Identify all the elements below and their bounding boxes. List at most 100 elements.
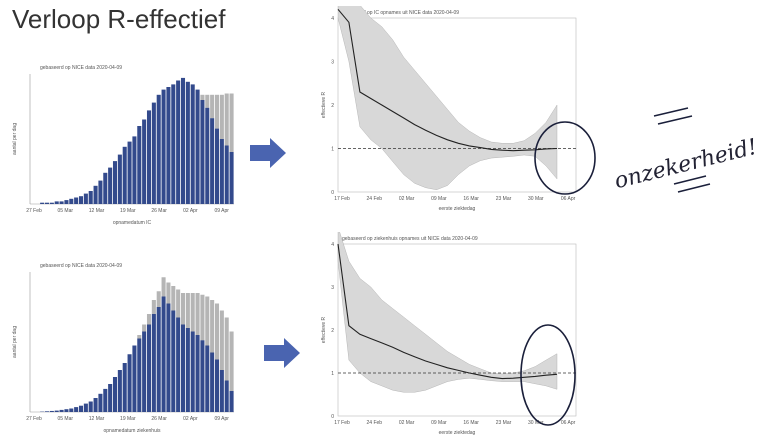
- bar-uncertain: [200, 94, 205, 100]
- bar: [93, 398, 98, 412]
- bar: [103, 172, 108, 204]
- chart-title: gebaseerd op IC opnames uit NICE data 20…: [342, 10, 459, 16]
- bar: [83, 403, 88, 412]
- bar: [224, 145, 229, 204]
- bar: [205, 107, 210, 204]
- bar-uncertain: [229, 93, 234, 152]
- bar: [151, 314, 156, 412]
- plot-frame: [337, 243, 577, 417]
- bar: [127, 141, 132, 204]
- bar: [200, 340, 205, 412]
- x-tick-label: 30 Mar: [528, 196, 544, 202]
- x-tick-label: 06 Apr: [561, 196, 576, 202]
- bar: [214, 359, 220, 412]
- x-tick-label: 17 Feb: [334, 420, 350, 426]
- bar: [224, 380, 229, 412]
- bar-uncertain: [190, 293, 195, 332]
- uncertainty-circle-icon: [520, 324, 576, 426]
- y-axis-label: effectieve R: [321, 91, 327, 118]
- x-tick-label: 06 Apr: [561, 420, 576, 426]
- bar-uncertain: [151, 300, 156, 314]
- y-tick-label: 4: [331, 242, 334, 248]
- bar: [219, 139, 224, 204]
- y-tick-label: 3: [331, 60, 334, 66]
- bar-uncertain: [214, 303, 220, 360]
- x-tick-label: 19 Mar: [120, 208, 136, 214]
- bar-uncertain: [176, 289, 181, 318]
- bar-uncertain: [224, 93, 229, 146]
- bar: [195, 89, 200, 204]
- x-tick-label: 17 Feb: [334, 196, 350, 202]
- bar-uncertain: [210, 300, 215, 353]
- bar: [74, 197, 79, 204]
- bar-uncertain: [205, 296, 210, 346]
- bar: [219, 370, 224, 412]
- bar: [49, 202, 54, 204]
- x-tick-label: 12 Mar: [89, 208, 105, 214]
- bar: [69, 408, 74, 412]
- bar-uncertain: [146, 314, 152, 325]
- bar: [171, 310, 176, 412]
- bar: [205, 345, 210, 412]
- bar-uncertain: [156, 291, 161, 307]
- chart-title: gebaseerd op ziekenhuis opnames uit NICE…: [342, 236, 478, 242]
- ic-reff-line-chart: gebaseerd op IC opnames uit NICE data 20…: [318, 6, 580, 216]
- x-axis-label: eerste ziektedag: [439, 430, 476, 436]
- bar-uncertain: [195, 293, 200, 335]
- bar: [44, 411, 50, 412]
- bar-uncertain: [171, 286, 176, 311]
- bar: [190, 84, 195, 204]
- y-axis-label: aantal per dag: [12, 123, 18, 155]
- chart-title: gebaseerd op NICE data 2020-04-09: [40, 65, 122, 71]
- bar: [59, 201, 64, 204]
- y-tick-label: 3: [331, 285, 334, 291]
- bar: [112, 377, 118, 412]
- bar: [122, 146, 127, 204]
- bar: [83, 193, 88, 204]
- bar: [98, 180, 103, 204]
- bar: [64, 200, 69, 204]
- bar: [229, 391, 234, 412]
- bar: [166, 303, 171, 412]
- bar: [132, 345, 137, 412]
- bar: [40, 202, 45, 204]
- bar: [137, 126, 142, 204]
- x-tick-label: 09 Apr: [214, 416, 229, 422]
- x-tick-label: 19 Mar: [120, 416, 136, 422]
- bar: [161, 296, 166, 412]
- bar: [210, 352, 215, 412]
- bar: [180, 324, 186, 412]
- bar: [93, 185, 98, 204]
- x-tick-label: 24 Feb: [367, 196, 383, 202]
- bar: [108, 384, 113, 412]
- x-tick-label: 26 Mar: [151, 416, 167, 422]
- bar: [117, 154, 122, 204]
- x-tick-label: 09 Mar: [431, 196, 447, 202]
- bar-uncertain: [219, 94, 224, 139]
- x-tick-label: 05 Mar: [57, 208, 73, 214]
- bar-uncertain: [137, 335, 142, 339]
- bar-uncertain: [219, 310, 224, 370]
- bar: [156, 94, 161, 204]
- x-tick-label: 05 Mar: [57, 416, 73, 422]
- bar: [64, 409, 69, 412]
- x-tick-label: 24 Feb: [367, 420, 383, 426]
- bar: [171, 84, 176, 204]
- y-tick-label: 4: [331, 16, 334, 22]
- x-tick-label: 30 Mar: [528, 420, 544, 426]
- bar: [190, 331, 195, 412]
- y-axis-label: aantal per dag: [12, 326, 18, 358]
- y-tick-label: 2: [331, 328, 334, 334]
- bar: [161, 89, 166, 204]
- bar: [176, 317, 181, 412]
- bar: [185, 81, 190, 204]
- x-tick-label: 26 Mar: [151, 208, 167, 214]
- bar: [195, 335, 200, 412]
- arrow-right-icon: [250, 138, 286, 168]
- bar: [142, 119, 147, 204]
- bar: [88, 191, 93, 204]
- r-eff-line: [337, 8, 558, 152]
- y-tick-label: 1: [331, 371, 334, 377]
- equals-mark-icon: [653, 107, 711, 193]
- bar-uncertain: [205, 94, 210, 108]
